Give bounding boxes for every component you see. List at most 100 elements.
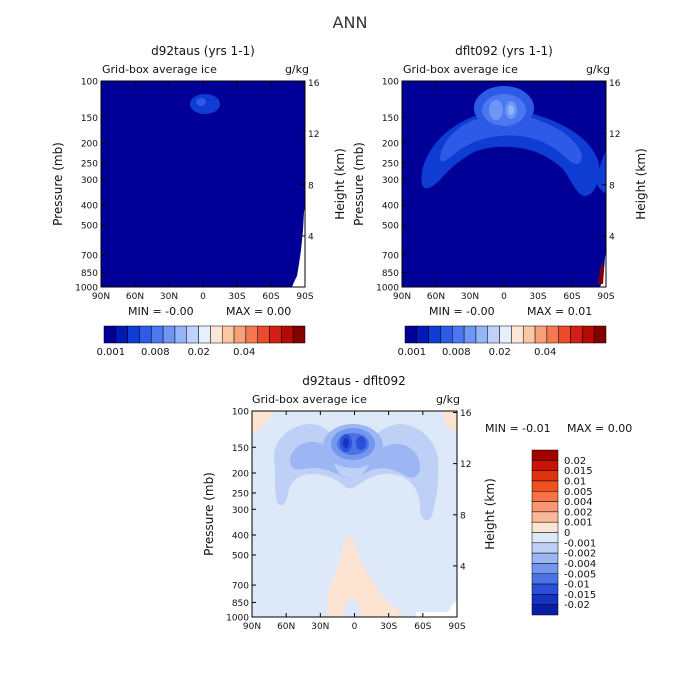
colorbar-label: 0 [564,528,570,539]
colorbar-swatch [257,325,270,344]
contour-level [327,536,404,617]
colorbar-label: 0.04 [233,347,255,358]
colorbar-swatch [475,325,489,344]
axes: 100 150 200 250 300 400 500 700 850 1000 16 12 8 4 90N… [376,78,621,303]
y-tick-label: 250 [382,159,399,169]
x-tick-label: 60N [126,292,144,302]
colorbar-swatch [428,325,441,344]
contour-level [290,441,420,479]
max-label: MAX = 0.01 [527,305,592,318]
colorbar-swatch [531,604,559,616]
y-tick-label: 100 [232,408,249,418]
y-tick-label: 400 [232,532,249,542]
x-tick-label: 60N [427,292,445,302]
colorbar-label: 0.01 [564,476,586,487]
y-tick-label: 250 [232,489,249,499]
contour-field [101,81,305,287]
colorbar: 0.001 0.008 0.02 0.04 [97,325,306,358]
colorbar-swatch [210,325,223,344]
panel-units: g/kg [586,63,610,76]
colorbar-swatch [531,583,559,595]
y-tick-label: 500 [382,221,399,231]
colorbar-label: 0.008 [141,347,170,358]
x-tick-label: 30S [380,622,397,632]
panel-title: d92taus - dflt092 [302,374,406,388]
colorbar-label: 0.001 [398,347,427,358]
y-right-tick-label: 12 [460,460,471,470]
colorbar-label: 0.005 [564,487,593,498]
y-tick-label: 700 [232,582,249,592]
y-tick-label: 500 [81,221,98,231]
contour-missing [416,600,457,617]
colorbar-swatch [233,325,247,344]
y-axis-label-right: Height (km) [333,148,347,219]
colorbar-swatch [531,521,559,533]
panel-subtitle: Grid-box average ice [403,63,518,76]
colorbar-label: -0.002 [564,549,596,560]
y-tick-label: 250 [81,159,98,169]
max-label: MAX = 0.00 [226,305,291,318]
contour-background [101,81,305,287]
colorbar-swatch [404,325,418,344]
colorbar-label: 0.02 [188,347,210,358]
colorbar-swatch [186,325,199,344]
colorbar: 0.020.0150.010.0050.0040.0020.0010-0.001… [531,449,596,616]
colorbar-swatch [531,563,559,574]
colorbar-swatch [151,325,164,344]
y-tick-label: 850 [382,269,399,279]
contour-level [343,438,349,448]
y-tick-label: 1000 [75,284,98,294]
contour-level [443,411,457,432]
y-right-tick-label: 8 [460,511,466,521]
colorbar-swatch [139,325,152,344]
x-tick-label: 0 [200,292,206,302]
colorbar-label: 0.004 [564,497,593,508]
x-tick-label: 90S [597,292,614,302]
colorbar-swatch [546,325,559,344]
y-right-tick-label: 8 [308,181,314,191]
y-right-tick-label: 12 [609,130,620,140]
y-tick-label: 200 [382,140,399,150]
y-tick-label: 400 [81,202,98,212]
y-right-tick-label: 12 [308,130,319,140]
y-right-tick-label: 4 [609,232,615,242]
max-label: MAX = 0.00 [567,422,632,435]
colorbar-swatch [558,325,571,344]
min-label: MIN = -0.00 [128,305,194,318]
y-tick-label: 300 [81,176,98,186]
contour-level [489,100,503,120]
colorbar-swatch [531,542,559,554]
contour-level [440,114,582,164]
figure-title: ANN [333,13,368,32]
contour-level [482,94,526,126]
colorbar-label: -0.004 [564,559,596,570]
y-right-tick-label: 8 [609,181,615,191]
y-axis-label-right: Height (km) [634,148,648,219]
colorbar-swatch [531,552,559,564]
x-tick-label: 60S [563,292,580,302]
x-tick-label: 90S [296,292,313,302]
y-right-tick-label: 16 [460,409,472,419]
x-tick-label: 60S [414,622,431,632]
x-tick-label: 30N [311,622,329,632]
y-tick-label: 150 [232,444,249,454]
colorbar-swatch [531,573,559,585]
y-tick-label: 400 [382,202,399,212]
panel-units: g/kg [436,393,460,406]
y-tick-label: 200 [81,140,98,150]
x-tick-label: 30S [228,292,245,302]
contour-level [596,150,606,194]
colorbar-swatch [281,325,294,344]
y-right-tick-label: 16 [308,79,320,89]
colorbar-swatch [115,325,128,344]
y-tick-label: 200 [232,470,249,480]
colorbar-swatch [593,325,607,344]
colorbar-swatch [221,325,235,344]
colorbar-label: -0.02 [564,600,590,611]
y-tick-label: 100 [81,78,98,88]
colorbar-swatch [174,325,188,344]
min-label: MIN = -0.00 [429,305,495,318]
panel-dflt092: dflt092 (yrs 1-1) Grid-box average ice g… [352,44,648,358]
colorbar-swatch [531,460,559,471]
